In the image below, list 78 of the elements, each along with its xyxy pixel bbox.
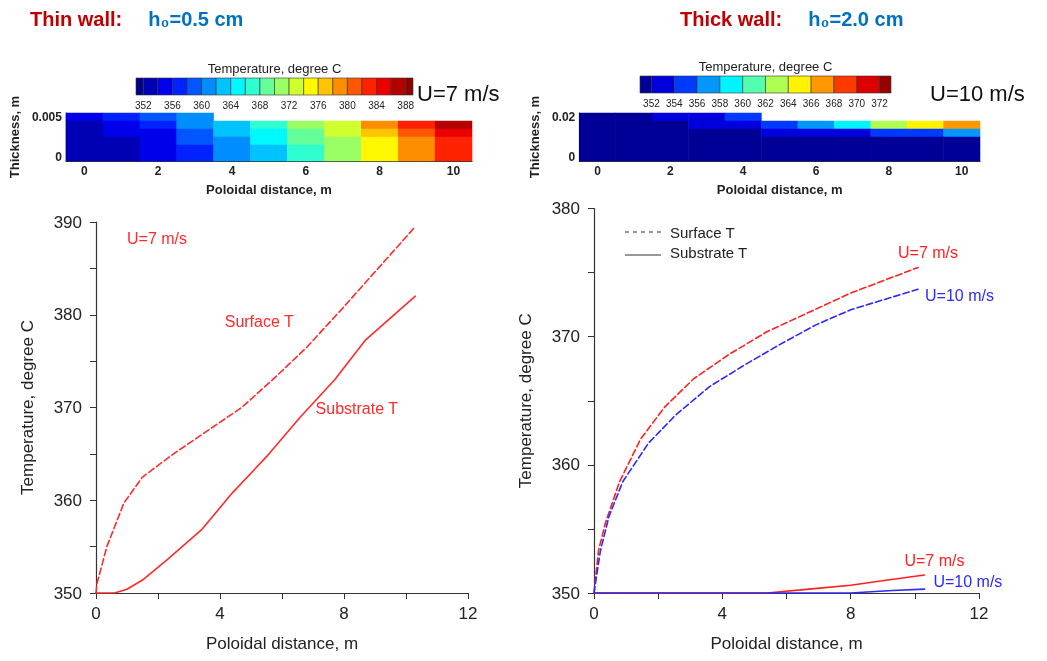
x-tick-label: 0 [91, 604, 101, 623]
annotation: Surface T [670, 223, 735, 241]
color-bar-label: 358 [711, 97, 729, 109]
y-tick-label: 380 [53, 305, 82, 325]
chart-subtitle: h₀=0.5 cm [148, 8, 244, 30]
y-tick-label: 350 [53, 583, 82, 603]
x-tick-label: 10 [446, 164, 461, 178]
x-axis-title: Poloidal distance, m [206, 182, 332, 197]
y-tick-label: 380 [551, 199, 580, 218]
x-tick-label: 0 [594, 164, 602, 178]
color-bar-label: 368 [825, 97, 843, 109]
x-tick-label: 4 [215, 604, 225, 623]
x-tick-label: 12 [969, 604, 989, 623]
x-tick-label: 8 [845, 604, 856, 623]
x-tick-label: 4 [228, 164, 236, 178]
y-axis-title: Thickness, m [7, 95, 22, 179]
color-bar-title: Temperature, degree C [698, 59, 833, 74]
x-tick-label: 8 [376, 164, 384, 178]
color-bar-title: Temperature, degree C [207, 61, 342, 76]
y-tick-label: 350 [551, 583, 580, 603]
color-bar-label: 356 [164, 99, 182, 111]
x-tick-label: 2 [666, 164, 674, 178]
y-tick-label: 360 [551, 455, 580, 475]
y-tick-label: 0 [568, 150, 576, 164]
color-bar-label: 368 [251, 99, 269, 111]
y-axis-title: Temperature, degree C [18, 320, 37, 495]
color-bar-label: 364 [779, 97, 798, 109]
color-bar-label: 354 [665, 97, 684, 109]
text: U=10 m/s [930, 80, 1025, 106]
x-tick-label: 8 [885, 164, 893, 178]
series-label: Substrate T [315, 400, 399, 418]
color-bar-label: 370 [848, 97, 866, 109]
x-axis-title: Poloidal distance, m [710, 634, 863, 653]
y-tick-label: 0 [55, 150, 63, 164]
color-bar-label: 352 [643, 97, 661, 109]
color-bar-label: 360 [193, 99, 211, 111]
color-bar-label: 352 [134, 99, 153, 111]
x-axis-title: Poloidal distance, m [716, 182, 843, 197]
annotation: Substrate T [670, 243, 748, 261]
x-tick-label: 4 [717, 604, 728, 623]
x-tick-label: 10 [955, 164, 969, 178]
color-bar-label: 366 [802, 97, 820, 109]
color-bar-label: 372 [871, 97, 889, 109]
x-tick-label: 8 [339, 604, 349, 623]
text: U=7 m/s [417, 80, 500, 106]
x-tick-label: 2 [154, 164, 162, 178]
series-label: U=10 m/s [933, 572, 1003, 590]
y-tick-label: 0.02 [551, 110, 576, 124]
color-bar-label: 356 [688, 97, 706, 109]
chart-subtitle: h₀=2.0 cm [808, 8, 904, 30]
x-tick-label: 4 [739, 164, 747, 178]
series-label: U=10 m/s [925, 286, 994, 304]
y-axis-title: Temperature, degree C [516, 313, 535, 489]
x-tick-label: 12 [458, 604, 478, 623]
color-bar-label: 388 [397, 99, 415, 111]
y-tick-label: 370 [53, 398, 82, 417]
chart-title: Thin wall: [30, 8, 123, 30]
y-axis-title: Thickness, m [527, 95, 542, 179]
color-bar-label: 384 [368, 99, 386, 111]
annotation: U=7 m/s [127, 229, 188, 247]
x-tick-label: 6 [302, 164, 310, 178]
y-tick-label: 390 [53, 212, 82, 232]
x-tick-label: 6 [812, 164, 820, 178]
color-bar-label: 372 [280, 99, 298, 111]
color-bar-label: 362 [757, 97, 775, 109]
color-bar-label: 376 [309, 99, 328, 111]
x-tick-label: 0 [589, 604, 599, 623]
color-bar-label: 364 [222, 99, 240, 111]
series-label: U=7 m/s [904, 551, 965, 569]
x-axis-title: Poloidal distance, m [205, 634, 359, 653]
series-label: Surface T [224, 312, 295, 330]
color-bar-label: 360 [734, 97, 752, 109]
y-tick-label: 370 [551, 327, 580, 347]
y-tick-label: 0.005 [31, 110, 63, 124]
chart-title: Thick wall: [680, 8, 783, 30]
series-label: U=7 m/s [898, 243, 959, 261]
y-tick-label: 360 [53, 490, 82, 510]
color-bar-label: 380 [339, 99, 357, 111]
